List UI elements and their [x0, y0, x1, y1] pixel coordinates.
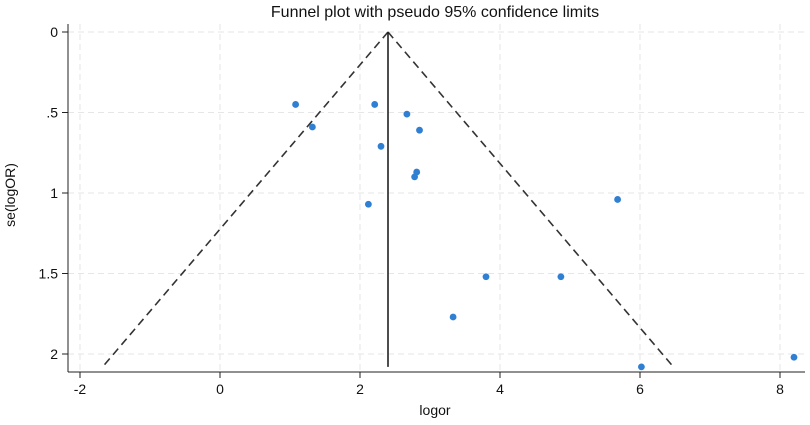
- study-point-13: [449, 313, 457, 321]
- y-tick-label: .5: [46, 105, 58, 121]
- x-tick-label: 6: [636, 381, 644, 397]
- study-point-4: [403, 110, 411, 118]
- study-point-3: [371, 101, 379, 108]
- y-axis-label: se(logOR): [2, 163, 18, 227]
- x-axis-ticks: -2 0 2 4 6 8: [74, 372, 784, 397]
- study-point-15: [790, 353, 798, 361]
- chart-title: Funnel plot with pseudo 95% confidence l…: [271, 4, 599, 21]
- x-tick-label: 8: [776, 381, 784, 397]
- study-points: [292, 101, 798, 371]
- study-point-11: [482, 273, 490, 281]
- ci-lower-limit: [102, 31, 389, 368]
- x-tick-label: -2: [74, 381, 87, 397]
- y-tick-label: 2: [50, 346, 58, 362]
- study-point-10: [614, 196, 621, 203]
- study-point-2: [309, 123, 316, 131]
- study-point-8: [411, 173, 418, 181]
- study-point-12: [557, 273, 565, 281]
- confidence-limits: [102, 31, 674, 368]
- y-tick-label: 0: [50, 24, 58, 40]
- study-point-5: [416, 126, 423, 134]
- y-axis-ticks: 0 .5 1 1.5 2: [39, 24, 68, 362]
- x-tick-label: 4: [496, 381, 504, 397]
- ci-upper-limit: [387, 31, 674, 368]
- y-tick-label: 1.5: [39, 266, 59, 282]
- grid: [68, 24, 805, 372]
- study-point-6: [377, 142, 385, 150]
- x-tick-label: 0: [216, 381, 224, 397]
- x-tick-label: 2: [356, 381, 364, 397]
- y-tick-label: 1: [50, 185, 58, 201]
- study-point-9: [365, 200, 372, 208]
- x-axis-label: logor: [419, 402, 450, 418]
- study-point-14: [638, 363, 645, 371]
- study-point-1: [292, 101, 299, 108]
